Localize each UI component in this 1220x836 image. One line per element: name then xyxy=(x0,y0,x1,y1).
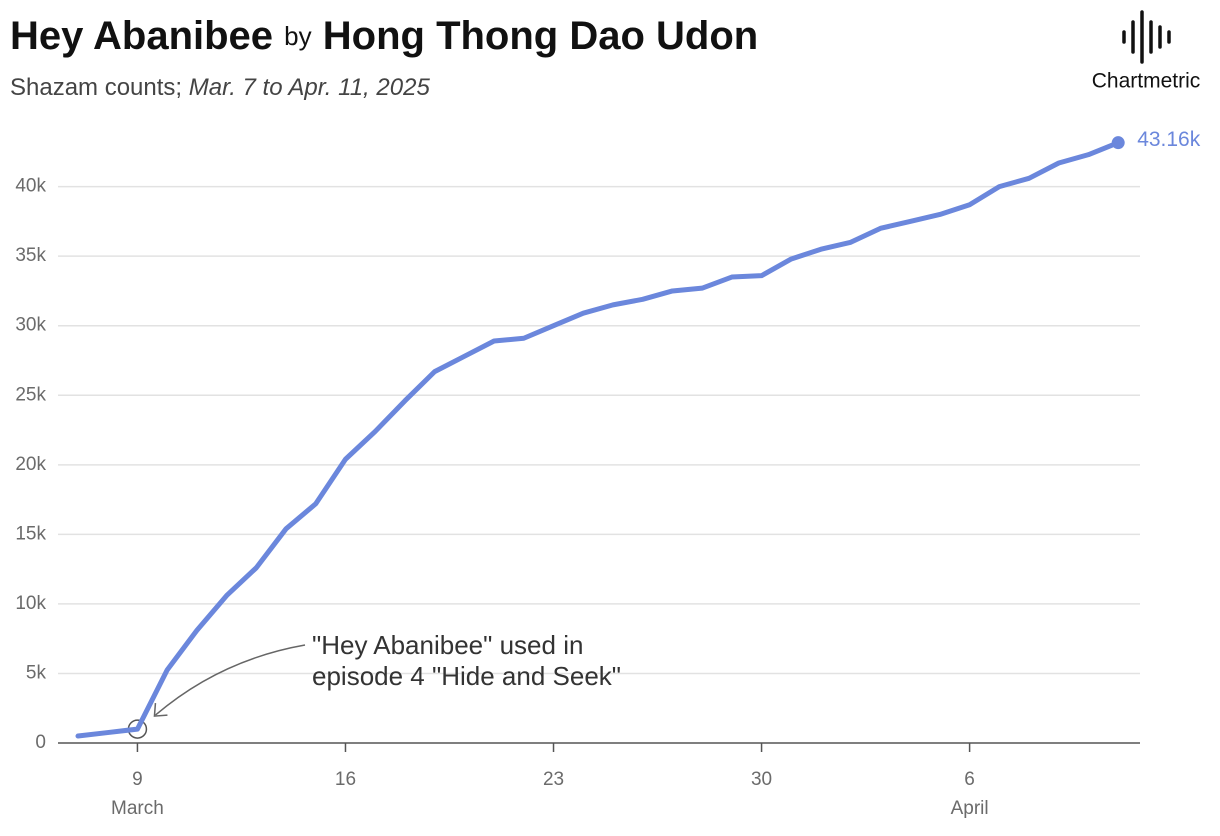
end-label: 43.16k xyxy=(1137,128,1201,151)
month-label: April xyxy=(951,798,989,819)
y-tick-label: 10k xyxy=(15,593,46,614)
y-tick-label: 30k xyxy=(15,315,46,336)
y-tick-label: 20k xyxy=(15,454,46,475)
y-tick-label: 35k xyxy=(15,245,46,266)
title-artist: Hong Thong Dao Udon xyxy=(323,14,758,58)
subtitle-range: Mar. 7 to Apr. 11, 2025 xyxy=(189,74,431,101)
month-label: March xyxy=(111,798,164,819)
chart-title: Hey Abanibee by Hong Thong Dao Udon xyxy=(10,14,758,58)
x-tick-label: 30 xyxy=(751,769,772,790)
title-by: by xyxy=(284,21,311,51)
y-tick-label: 0 xyxy=(35,732,46,753)
y-tick-label: 15k xyxy=(15,523,46,544)
line xyxy=(75,140,1121,739)
x-tick-label: 9 xyxy=(132,769,143,790)
brand: Chartmetric xyxy=(1092,70,1201,93)
annotation-text: episode 4 "Hide and Seek" xyxy=(312,661,621,691)
subtitle-metric: Shazam counts; xyxy=(10,74,182,101)
x-tick-label: 6 xyxy=(964,769,975,790)
x-tick-label: 23 xyxy=(543,769,564,790)
end-point xyxy=(1111,136,1125,150)
annotation-arrow xyxy=(154,644,306,716)
logo-icon xyxy=(1122,10,1171,64)
subtitle: Shazam counts; Mar. 7 to Apr. 11, 2025 xyxy=(10,74,430,101)
title-song: Hey Abanibee xyxy=(10,14,273,58)
annotation-arrowhead xyxy=(153,703,168,717)
x-tick-label: 16 xyxy=(335,769,356,790)
annotation-text: "Hey Abanibee" used in xyxy=(312,630,583,660)
y-tick-label: 25k xyxy=(15,384,46,405)
y-tick-label: 5k xyxy=(26,662,47,683)
y-tick-label: 40k xyxy=(15,176,46,197)
